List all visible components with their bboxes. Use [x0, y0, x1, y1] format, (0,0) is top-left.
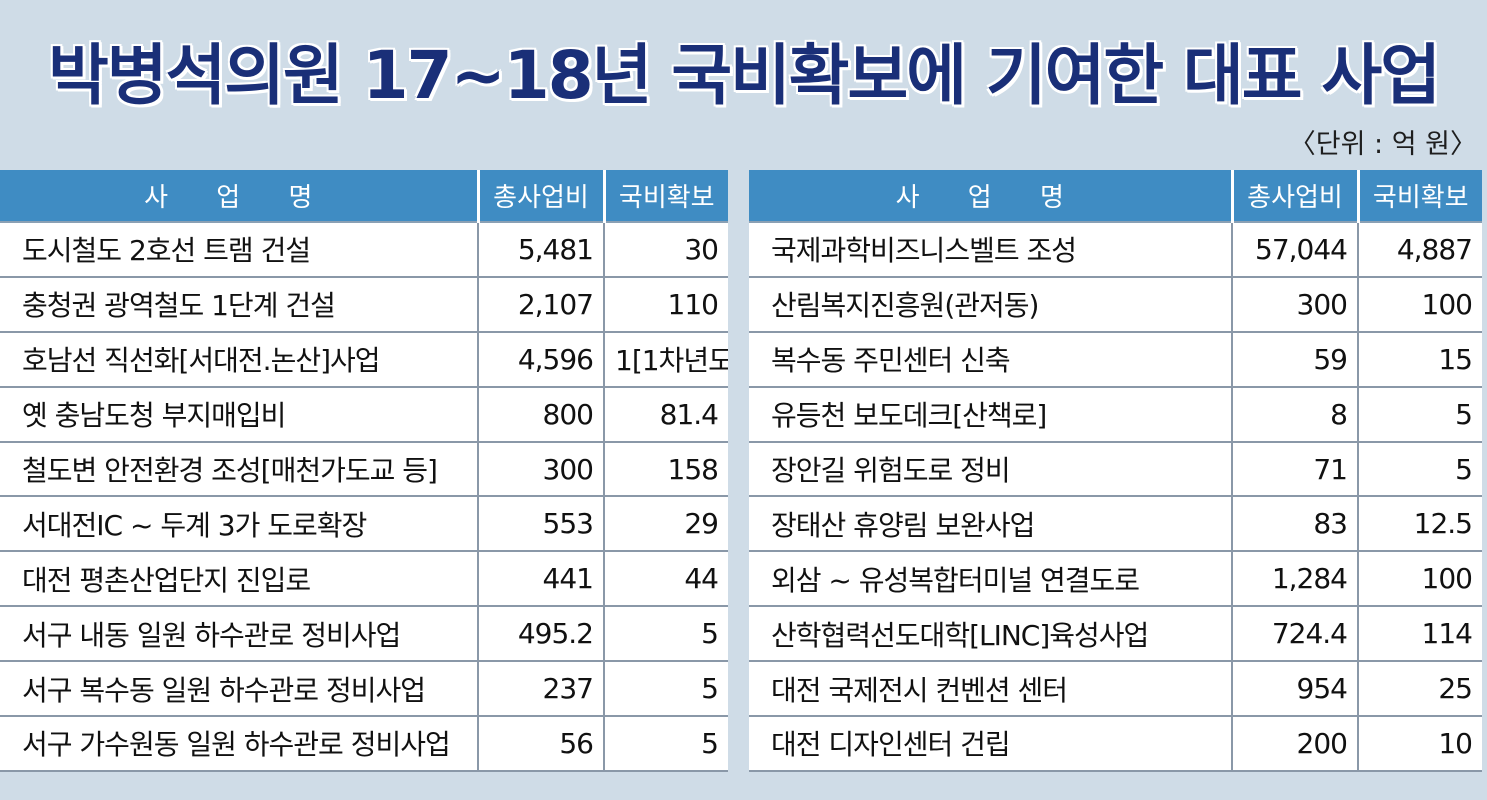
unit-note: 〈단위 : 억 원〉: [1288, 129, 1477, 160]
header-national-funding: 국비확보: [604, 170, 728, 223]
national-funding-cell: 100: [1358, 551, 1482, 608]
total-cost-cell: 5,481: [478, 222, 605, 278]
project-name-cell: 서구 내동 일원 하수관로 정비사업: [0, 606, 479, 663]
total-cost-cell: 300: [1232, 276, 1359, 333]
table-row: 장안길 위험도로 정비 71 5: [749, 441, 1482, 498]
header-project-name: 사 업 명: [749, 170, 1234, 223]
table-row: 철도변 안전환경 조성[매천가도교 등] 300 158: [0, 441, 728, 498]
national-funding-cell: 114: [1358, 606, 1482, 663]
project-name-cell: 충청권 광역철도 1단계 건설: [0, 276, 479, 333]
project-name-cell: 도시철도 2호선 트램 건설: [0, 222, 479, 278]
project-name-cell: 장태산 휴양림 보완사업: [749, 496, 1233, 553]
header-national-funding: 국비확보: [1358, 170, 1482, 223]
national-funding-cell: 12.5: [1358, 496, 1482, 553]
total-cost-cell: 800: [478, 386, 605, 443]
national-funding-cell: 15: [1358, 331, 1482, 388]
national-funding-cell: 100: [1358, 276, 1482, 333]
total-cost-cell: 56: [478, 716, 605, 772]
total-cost-cell: 57,044: [1232, 222, 1359, 278]
projects-table-left: 사 업 명 총사업비 국비확보 도시철도 2호선 트램 건설 5,481 30 충청권…: [0, 170, 728, 772]
table-row: 복수동 주민센터 신축 59 15: [749, 331, 1482, 388]
table-row: 대전 평촌산업단지 진입로 441 44: [0, 551, 728, 608]
header-project-name: 사 업 명: [0, 170, 480, 223]
total-cost-cell: 237: [478, 661, 605, 718]
table-row: 대전 디자인센터 건립 200 10: [749, 716, 1482, 772]
table-header-row: 사 업 명 총사업비 국비확보: [749, 170, 1482, 223]
national-funding-cell: 10: [1358, 716, 1482, 772]
table-row: 장태산 휴양림 보완사업 83 12.5: [749, 496, 1482, 553]
national-funding-cell: 5: [1358, 386, 1482, 443]
table-row: 충청권 광역철도 1단계 건설 2,107 110: [0, 276, 728, 333]
total-cost-cell: 553: [478, 496, 605, 553]
total-cost-cell: 300: [478, 441, 605, 498]
total-cost-cell: 1,284: [1232, 551, 1359, 608]
project-name-cell: 외삼 ~ 유성복합터미널 연결도로: [749, 551, 1233, 608]
project-name-cell: 국제과학비즈니스벨트 조성: [749, 222, 1233, 278]
project-name-cell: 옛 충남도청 부지매입비: [0, 386, 479, 443]
project-name-cell: 장안길 위험도로 정비: [749, 441, 1233, 498]
projects-table-right: 사 업 명 총사업비 국비확보 국제과학비즈니스벨트 조성 57,044 4,887…: [749, 170, 1482, 772]
national-funding-cell: 5: [604, 606, 728, 663]
national-funding-cell: 158: [604, 441, 728, 498]
table-row: 서구 내동 일원 하수관로 정비사업 495.2 5: [0, 606, 728, 663]
project-name-cell: 서대전IC ~ 두계 3가 도로확장: [0, 496, 479, 553]
table-row: 산학협력선도대학[LINC]육성사업 724.4 114: [749, 606, 1482, 663]
project-name-cell: 대전 국제전시 컨벤션 센터: [749, 661, 1233, 718]
table-row: 국제과학비즈니스벨트 조성 57,044 4,887: [749, 222, 1482, 278]
page-title: 박병석의원 17~18년 국비확보에 기여한 대표 사업: [48, 37, 1441, 114]
national-funding-cell: 81.4: [604, 386, 728, 443]
total-cost-cell: 200: [1232, 716, 1359, 772]
total-cost-cell: 724.4: [1232, 606, 1359, 663]
table-row: 대전 국제전시 컨벤션 센터 954 25: [749, 661, 1482, 718]
total-cost-cell: 83: [1232, 496, 1359, 553]
project-name-cell: 철도변 안전환경 조성[매천가도교 등]: [0, 441, 479, 498]
table-row: 서대전IC ~ 두계 3가 도로확장 553 29: [0, 496, 728, 553]
national-funding-cell: 29: [604, 496, 728, 553]
table-row: 도시철도 2호선 트램 건설 5,481 30: [0, 222, 728, 278]
project-name-cell: 산림복지진흥원(관저동): [749, 276, 1233, 333]
national-funding-cell: 4,887: [1358, 222, 1482, 278]
project-name-cell: 서구 복수동 일원 하수관로 정비사업: [0, 661, 479, 718]
total-cost-cell: 71: [1232, 441, 1359, 498]
table-row: 서구 가수원동 일원 하수관로 정비사업 56 5: [0, 716, 728, 772]
project-name-cell: 유등천 보도데크[산책로]: [749, 386, 1233, 443]
national-funding-cell: 44: [604, 551, 728, 608]
table-row: 산림복지진흥원(관저동) 300 100: [749, 276, 1482, 333]
national-funding-cell: 30: [604, 222, 728, 278]
table-row: 유등천 보도데크[산책로] 8 5: [749, 386, 1482, 443]
total-cost-cell: 2,107: [478, 276, 605, 333]
national-funding-cell: 110: [604, 276, 728, 333]
header-total-cost: 총사업비: [478, 170, 606, 223]
project-name-cell: 서구 가수원동 일원 하수관로 정비사업: [0, 716, 479, 772]
total-cost-cell: 59: [1232, 331, 1359, 388]
national-funding-cell: 5: [604, 661, 728, 718]
project-name-cell: 산학협력선도대학[LINC]육성사업: [749, 606, 1233, 663]
project-name-cell: 호남선 직선화[서대전.논산]사업: [0, 331, 479, 388]
table-header-row: 사 업 명 총사업비 국비확보: [0, 170, 728, 223]
national-funding-cell: 5: [1358, 441, 1482, 498]
total-cost-cell: 441: [478, 551, 605, 608]
header-total-cost: 총사업비: [1232, 170, 1360, 223]
total-cost-cell: 954: [1232, 661, 1359, 718]
national-funding-cell: 1[1차년도]: [604, 331, 728, 388]
table-row: 외삼 ~ 유성복합터미널 연결도로 1,284 100: [749, 551, 1482, 608]
national-funding-cell: 5: [604, 716, 728, 772]
total-cost-cell: 8: [1232, 386, 1359, 443]
table-row: 서구 복수동 일원 하수관로 정비사업 237 5: [0, 661, 728, 718]
project-name-cell: 대전 평촌산업단지 진입로: [0, 551, 479, 608]
national-funding-cell: 25: [1358, 661, 1482, 718]
total-cost-cell: 4,596: [478, 331, 605, 388]
table-row: 옛 충남도청 부지매입비 800 81.4: [0, 386, 728, 443]
project-name-cell: 대전 디자인센터 건립: [749, 716, 1233, 772]
total-cost-cell: 495.2: [478, 606, 605, 663]
project-name-cell: 복수동 주민센터 신축: [749, 331, 1233, 388]
